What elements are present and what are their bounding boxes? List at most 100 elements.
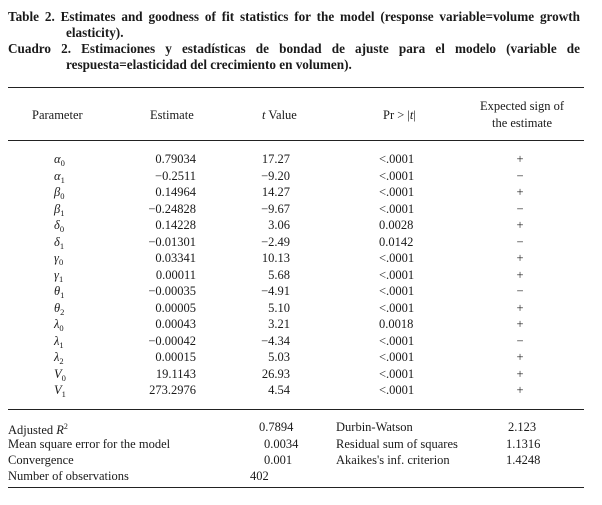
t-value-cell: −2.49 <box>261 234 290 249</box>
expected-sign-cell: + <box>516 218 524 232</box>
bottom-rule <box>8 487 584 488</box>
caption-es-line-2: respuesta=elasticidad del crecimiento en… <box>66 57 352 72</box>
estimate-cell: −0.24828 <box>148 201 196 216</box>
estimate-cell: 0.00015 <box>155 350 196 364</box>
t-value-cell: −4.91 <box>261 284 290 298</box>
pr-cell: 0.0028 <box>379 218 414 232</box>
expected-sign-cell: + <box>516 152 524 166</box>
expected-sign-cell: − <box>516 284 524 298</box>
parameter-cell: δ1 <box>54 234 64 254</box>
t-value-cell: 4.54 <box>268 383 290 397</box>
parameter-cell: θ1 <box>54 283 64 303</box>
header-t-value: t Value <box>262 107 297 123</box>
stat-mse-label: Mean square error for the model <box>8 437 171 451</box>
parameter-subscript: 2 <box>60 306 65 317</box>
parameter-cell: α1 <box>54 168 65 188</box>
expected-sign-cell: − <box>516 201 524 216</box>
parameter-cell: γ0 <box>54 250 63 270</box>
header-parameter: Parameter <box>32 108 83 122</box>
table-caption-english: Table 2. Estimates and goodness of fit s… <box>8 9 580 41</box>
expected-sign-cell: + <box>516 267 524 282</box>
stat-rss-label: Residual sum of squares <box>336 437 458 451</box>
stat-adjusted-r2-label: Adjusted R2 <box>8 419 68 438</box>
parameter-symbol: β <box>54 201 61 216</box>
pr-cell: <.0001 <box>379 152 415 166</box>
header-expected-sign-line-2: the estimate <box>491 116 553 130</box>
pr-cell: <.0001 <box>379 366 415 381</box>
parameter-symbol: δ <box>54 234 60 249</box>
caption-en-line-2: elasticity). <box>66 25 124 40</box>
stat-adjusted-r2-value: 0.7894 <box>259 420 294 434</box>
parameter-cell: V1 <box>54 382 66 402</box>
parameter-subscript: 1 <box>59 240 65 251</box>
header-pr-t: t <box>409 108 414 122</box>
estimate-cell: 0.00043 <box>155 317 196 331</box>
expected-sign-cell: + <box>516 300 524 315</box>
estimate-cell: 0.03341 <box>155 251 196 265</box>
pr-cell: <.0001 <box>379 383 415 397</box>
t-value-cell: −4.34 <box>261 333 290 348</box>
pr-cell: <.0001 <box>379 201 415 216</box>
parameter-cell: λ2 <box>54 349 64 369</box>
parameter-symbol: γ <box>54 251 59 265</box>
stat-durbin-watson-label: Durbin-Watson <box>336 420 413 434</box>
caption-es-line-1: Cuadro 2. Estimaciones y estadísticas de… <box>8 41 580 56</box>
pr-cell: <.0001 <box>379 284 415 298</box>
parameter-symbol: α <box>54 152 61 166</box>
parameter-subscript: 0 <box>59 224 65 234</box>
estimate-cell: −0.2511 <box>155 168 196 183</box>
pr-cell: <.0001 <box>379 251 415 265</box>
parameter-symbol: λ <box>54 317 60 331</box>
estimate-cell: −0.00042 <box>148 333 196 348</box>
parameter-symbol: θ <box>54 284 61 298</box>
parameter-subscript: 0 <box>61 372 66 383</box>
pr-cell: <.0001 <box>379 185 415 199</box>
parameter-symbol: λ <box>54 350 60 364</box>
parameter-subscript: 0 <box>60 158 65 168</box>
estimate-cell: 0.00011 <box>155 267 196 282</box>
stat-aic-value: 1.4248 <box>506 453 541 467</box>
parameter-subscript: 0 <box>58 257 64 267</box>
t-value-cell: 3.06 <box>268 218 290 232</box>
parameter-cell: β1 <box>54 201 64 221</box>
parameter-symbol: β <box>54 185 61 199</box>
header-pr-prefix: Pr > | <box>383 108 410 122</box>
parameter-subscript: 1 <box>58 273 64 284</box>
stat-aic-label: Akaikes's inf. criterion <box>336 453 450 467</box>
stat-rss-value: 1.1316 <box>506 437 541 451</box>
parameter-symbol: α <box>54 168 61 183</box>
stat-nobs-label: Number of observations <box>8 469 129 483</box>
stat-mse-value: 0.0034 <box>264 437 299 451</box>
header-estimate: Estimate <box>150 108 194 122</box>
parameter-subscript: 1 <box>61 389 66 399</box>
estimate-cell: 0.79034 <box>155 152 196 166</box>
t-value-cell: 10.13 <box>261 251 290 265</box>
table-caption-spanish: Cuadro 2. Estimaciones y estadísticas de… <box>8 41 580 73</box>
parameter-cell: β0 <box>54 184 64 204</box>
t-value-cell: 5.03 <box>268 350 290 364</box>
header-t-symbol: t <box>262 108 266 122</box>
estimate-cell: 273.2976 <box>149 383 196 397</box>
parameter-subscript: 1 <box>59 339 64 350</box>
parameter-cell: θ2 <box>54 300 64 320</box>
body-rule <box>8 409 584 410</box>
stat-r-symbol: R <box>56 423 64 438</box>
t-value-cell: 5.68 <box>268 267 290 282</box>
pr-cell: <.0001 <box>379 300 415 315</box>
expected-sign-cell: + <box>516 251 524 265</box>
estimate-cell: 0.14228 <box>155 218 196 232</box>
stat-nobs-value: 402 <box>250 469 269 483</box>
parameter-symbol: δ <box>54 218 60 232</box>
pr-cell: <.0001 <box>379 168 415 183</box>
stat-adjusted-r2-text: Adjusted <box>8 423 57 438</box>
parameter-cell: α0 <box>54 151 65 171</box>
t-value-cell: −9.20 <box>261 168 290 183</box>
estimate-cell: 0.00005 <box>155 300 196 315</box>
parameter-symbol: λ <box>54 333 60 348</box>
expected-sign-cell: + <box>516 350 524 364</box>
parameter-symbol: θ <box>54 300 61 315</box>
caption-en-line-1: Table 2. Estimates and goodness of fit s… <box>8 9 580 24</box>
expected-sign-cell: + <box>516 185 524 199</box>
t-value-cell: 3.21 <box>268 317 290 331</box>
parameter-subscript: 0 <box>59 323 64 333</box>
